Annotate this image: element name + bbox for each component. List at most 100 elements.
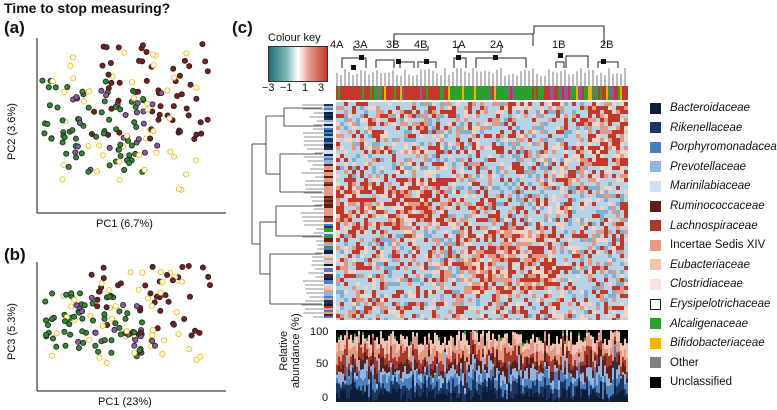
bar-segment bbox=[368, 400, 370, 402]
heatmap-cell bbox=[432, 110, 436, 114]
scatter-point bbox=[191, 327, 198, 334]
heatmap-cell bbox=[460, 130, 464, 134]
bar-segment bbox=[534, 385, 536, 394]
heatmap-cell bbox=[388, 186, 392, 190]
heatmap-cell bbox=[560, 278, 564, 282]
bar-segment bbox=[522, 363, 524, 372]
heatmap-cell bbox=[540, 274, 544, 278]
heatmap-cell bbox=[564, 166, 568, 170]
column-strip-cell bbox=[494, 86, 496, 100]
heatmap-cell bbox=[624, 278, 628, 282]
bar-segment bbox=[560, 370, 562, 372]
heatmap-cell bbox=[524, 150, 528, 154]
heatmap-cell bbox=[496, 146, 500, 150]
scatter-point bbox=[193, 84, 200, 91]
heatmap-cell bbox=[476, 234, 480, 238]
scatter-point bbox=[95, 348, 102, 355]
heatmap-cell bbox=[592, 286, 596, 290]
heatmap-cell bbox=[544, 314, 548, 318]
bar-segment bbox=[472, 345, 474, 354]
heatmap-cell bbox=[340, 194, 344, 198]
scatter-point bbox=[69, 54, 76, 61]
bar-segment bbox=[540, 340, 542, 351]
heatmap-cell bbox=[420, 150, 424, 154]
row-strip-cell bbox=[324, 106, 333, 108]
bar-segment bbox=[536, 337, 538, 345]
heatmap-cell bbox=[352, 298, 356, 302]
bar-segment bbox=[430, 375, 432, 385]
heatmap-cell bbox=[440, 138, 444, 142]
heatmap-cell bbox=[344, 138, 348, 142]
legend-item: Ruminococcaceae bbox=[650, 197, 765, 215]
bar-segment bbox=[622, 375, 624, 390]
heatmap-cell bbox=[404, 234, 408, 238]
heatmap-cell bbox=[420, 306, 424, 310]
bar-segment bbox=[382, 356, 384, 369]
legend-swatch bbox=[650, 298, 661, 310]
bar-segment bbox=[600, 349, 602, 357]
heatmap-cell bbox=[476, 262, 480, 266]
heatmap-cell bbox=[396, 138, 400, 142]
heatmap-cell bbox=[424, 110, 428, 114]
cluster-label-2a: 2A bbox=[490, 39, 504, 51]
heatmap-cell bbox=[596, 162, 600, 166]
heatmap-cell bbox=[596, 190, 600, 194]
bar-segment bbox=[472, 353, 474, 370]
heatmap-cell bbox=[544, 146, 548, 150]
heatmap-cell bbox=[364, 294, 368, 298]
heatmap-cell bbox=[592, 266, 596, 270]
heatmap-cell bbox=[368, 210, 372, 214]
bar-segment bbox=[470, 353, 472, 365]
heatmap-cell bbox=[376, 238, 380, 242]
heatmap-cell bbox=[400, 310, 404, 314]
bar-segment bbox=[366, 343, 368, 350]
heatmap-cell bbox=[524, 234, 528, 238]
heatmap-cell bbox=[424, 214, 428, 218]
heatmap-cell bbox=[508, 142, 512, 146]
heatmap-cell bbox=[512, 258, 516, 262]
bar-segment bbox=[538, 373, 540, 382]
bar-segment bbox=[450, 363, 452, 369]
bar-segment bbox=[562, 330, 564, 334]
bar-segment bbox=[586, 345, 588, 355]
panel-a-ylabel: PC2 (3.6%) bbox=[6, 103, 18, 160]
heatmap-cell bbox=[416, 218, 420, 222]
bar-segment bbox=[444, 372, 446, 378]
bar-segment bbox=[600, 356, 602, 377]
heatmap-cell bbox=[380, 298, 384, 302]
bar-segment bbox=[402, 382, 404, 386]
bar-segment bbox=[540, 372, 542, 382]
heatmap-cell bbox=[428, 158, 432, 162]
heatmap-cell bbox=[500, 254, 504, 258]
scatter-point bbox=[176, 72, 183, 79]
column-strip-cell bbox=[578, 86, 580, 100]
bar-segment bbox=[478, 375, 480, 384]
heatmap-cell bbox=[412, 210, 416, 214]
heatmap-cell bbox=[572, 262, 576, 266]
bar-segment bbox=[452, 376, 454, 379]
heatmap-cell bbox=[528, 170, 532, 174]
heatmap-cell bbox=[504, 254, 508, 258]
heatmap-cell bbox=[440, 298, 444, 302]
bar-segment bbox=[396, 392, 398, 402]
bar-segment bbox=[526, 357, 528, 368]
column-strip-cell bbox=[438, 86, 440, 100]
heatmap-cell bbox=[576, 146, 580, 150]
bar-segment bbox=[358, 371, 360, 387]
heatmap-cell bbox=[492, 202, 496, 206]
heatmap-cell bbox=[400, 150, 404, 154]
colour-key-title: Colour key bbox=[268, 32, 321, 44]
bar-segment bbox=[408, 373, 410, 379]
heatmap-cell bbox=[488, 198, 492, 202]
cluster-label-1a: 1A bbox=[452, 39, 466, 51]
heatmap-cell bbox=[392, 154, 396, 158]
bar-segment bbox=[604, 365, 606, 376]
scatter-point bbox=[166, 115, 173, 122]
heatmap-cell bbox=[408, 302, 412, 306]
heatmap-cell bbox=[456, 190, 460, 194]
heatmap-cell bbox=[580, 314, 584, 318]
heatmap-cell bbox=[464, 306, 468, 310]
heatmap-cell bbox=[412, 258, 416, 262]
heatmap-cell bbox=[624, 122, 628, 126]
heatmap-cell bbox=[376, 250, 380, 254]
